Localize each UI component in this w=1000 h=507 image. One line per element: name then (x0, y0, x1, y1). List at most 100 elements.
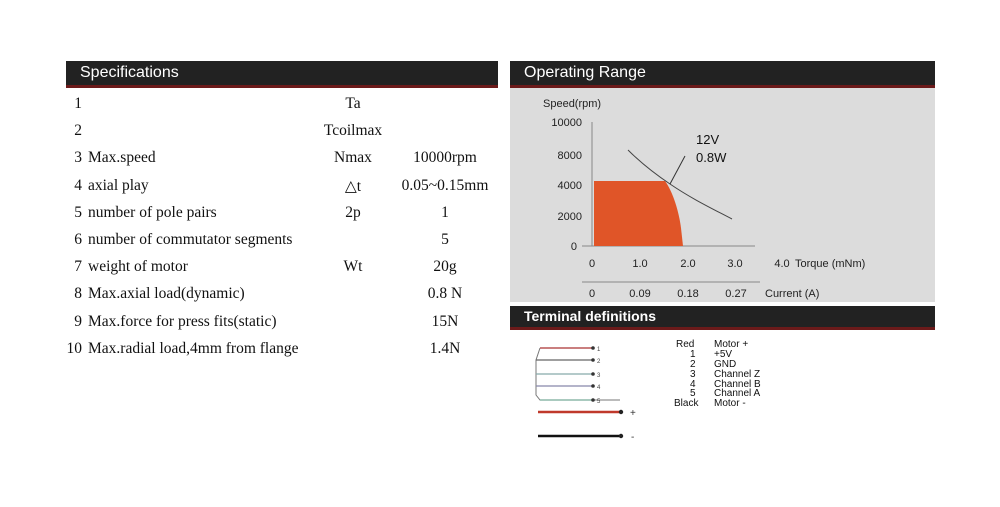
operating-range-title: Operating Range (524, 64, 646, 81)
spec-name: Max.axial load(dynamic) (88, 285, 245, 303)
wire-number-4: 4 (597, 385, 601, 391)
spec-row: 5 number of pole pairs 2p 1 (0, 204, 500, 231)
spec-row: 6 number of commutator segments 5 (0, 231, 500, 258)
x-tick-4: 4.0 (774, 258, 789, 270)
spec-name: Max.radial load,4mm from flange (88, 339, 299, 357)
pin-5-dot (591, 398, 595, 402)
pin-description: Motor - (714, 398, 746, 409)
motor-minus-dot (618, 433, 624, 439)
spec-number: 9 (74, 312, 82, 330)
y-tick-4000: 4000 (558, 180, 582, 192)
spec-symbol: Nmax (334, 149, 372, 167)
current-axis-label: Current (A) (765, 288, 819, 300)
spec-name: weight of motor (88, 258, 188, 276)
spec-row: 9 Max.force for press fits(static) 15N (0, 313, 500, 340)
pin-label: 5 (690, 388, 696, 399)
pin-1-dot (591, 346, 595, 350)
spec-symbol: Ta (345, 95, 361, 112)
y-tick-labels: 10000 8000 4000 2000 0 (551, 117, 582, 253)
spec-value: 1.4N (429, 339, 461, 357)
wire-number-1: 1 (597, 347, 601, 353)
spec-row: 7 weight of motor Wt 20g (0, 258, 500, 285)
spec-value: 10000rpm (413, 149, 477, 167)
x-tick-2: 2.0 (680, 258, 695, 270)
plus-sign: + (630, 408, 636, 419)
current-tick-2: 0.18 (677, 288, 698, 300)
motor-plus-dot (618, 409, 624, 415)
y-tick-0: 0 (571, 241, 577, 253)
spec-symbol: △t (344, 177, 362, 195)
spec-name: Max.force for press fits(static) (88, 312, 277, 330)
spec-name: number of commutator segments (88, 231, 293, 248)
wire-number-2: 2 (597, 359, 601, 365)
spec-value: 15N (431, 312, 459, 330)
x-tick-labels: 0 1.0 2.0 3.0 4.0 (589, 258, 790, 270)
spec-row: 1 Ta (0, 95, 500, 122)
spec-number: 5 (74, 203, 82, 221)
x-tick-3: 3.0 (727, 258, 742, 270)
wiring-diagram: 1 2 3 4 5 + - (535, 346, 636, 443)
pin-description: Channel A (714, 388, 761, 399)
spec-number: 1 (74, 95, 82, 112)
spec-row: 2 Tcoilmax (0, 122, 500, 149)
specifications-header: Specifications (66, 61, 498, 88)
x-axis-label: Torque (mNm) (795, 258, 865, 270)
spec-value: 1 (441, 203, 449, 221)
pin-4-dot (591, 384, 595, 388)
y-tick-8000: 8000 (558, 150, 582, 162)
spec-value: 0.8 N (427, 285, 463, 303)
spec-name: axial play (88, 176, 149, 194)
operating-area (594, 181, 683, 246)
operating-range-chart: Speed(rpm) 10000 8000 4000 2000 0 12V 0.… (543, 98, 865, 300)
pin-description: Channel Z (714, 369, 761, 380)
x-tick-1: 1.0 (632, 258, 647, 270)
spec-symbol: Tcoilmax (323, 122, 383, 140)
pin-label: 4 (690, 379, 696, 390)
spec-number: 2 (74, 122, 82, 140)
annotation-voltage: 12V (696, 132, 719, 147)
spec-symbol: Wt (343, 258, 363, 276)
spec-number: 3 (74, 149, 82, 167)
spec-row: 4 axial play △t 0.05~0.15mm (0, 177, 500, 204)
wire-number-5: 5 (597, 399, 601, 405)
pin-label: 3 (690, 369, 696, 380)
spec-value: 20g (433, 258, 457, 276)
pin-2-dot (591, 358, 595, 362)
specifications-title: Specifications (80, 64, 179, 81)
annotation-pointer (669, 155, 686, 185)
terminal-header: Terminal definitions (510, 306, 935, 330)
spec-row: 10 Max.radial load,4mm from flange 1.4N (0, 340, 500, 367)
pin-description: Motor + (714, 339, 749, 350)
rated-power-curve (627, 149, 733, 220)
current-tick-1: 0.09 (629, 288, 650, 300)
pin-label: Red (676, 339, 695, 350)
spec-row: 3 Max.speed Nmax 10000rpm (0, 149, 500, 176)
pin-label: 2 (690, 359, 696, 370)
y-tick-10000: 10000 (551, 117, 582, 129)
annotation-power: 0.8W (696, 150, 727, 165)
y-axis-label: Speed(rpm) (543, 98, 601, 110)
spec-name: number of pole pairs (88, 203, 217, 221)
operating-range-panel: Speed(rpm) 10000 8000 4000 2000 0 12V 0.… (510, 88, 935, 302)
y-tick-2000: 2000 (558, 211, 582, 223)
spec-row: 8 Max.axial load(dynamic) 0.8 N (0, 285, 500, 312)
current-tick-labels: 0 0.09 0.18 0.27 (589, 288, 747, 300)
pin-description: GND (714, 359, 737, 370)
minus-sign: - (631, 432, 634, 443)
pin-description: Channel B (714, 379, 761, 390)
operating-range-header: Operating Range (510, 61, 935, 88)
pin-label: Black (674, 398, 699, 409)
spec-number: 8 (74, 285, 82, 303)
current-tick-0: 0 (589, 288, 595, 300)
spec-number: 6 (74, 231, 82, 248)
spec-symbol: 2p (345, 203, 361, 221)
spec-value: 5 (441, 231, 449, 248)
pin-3-dot (591, 372, 595, 376)
spec-number: 7 (74, 258, 82, 276)
pin-description: +5V (714, 349, 733, 360)
spec-value: 0.05~0.15mm (401, 176, 489, 194)
current-tick-3: 0.27 (725, 288, 746, 300)
spec-name: Max.speed (88, 149, 156, 167)
spec-number: 4 (74, 176, 82, 194)
spec-number: 10 (66, 339, 83, 357)
